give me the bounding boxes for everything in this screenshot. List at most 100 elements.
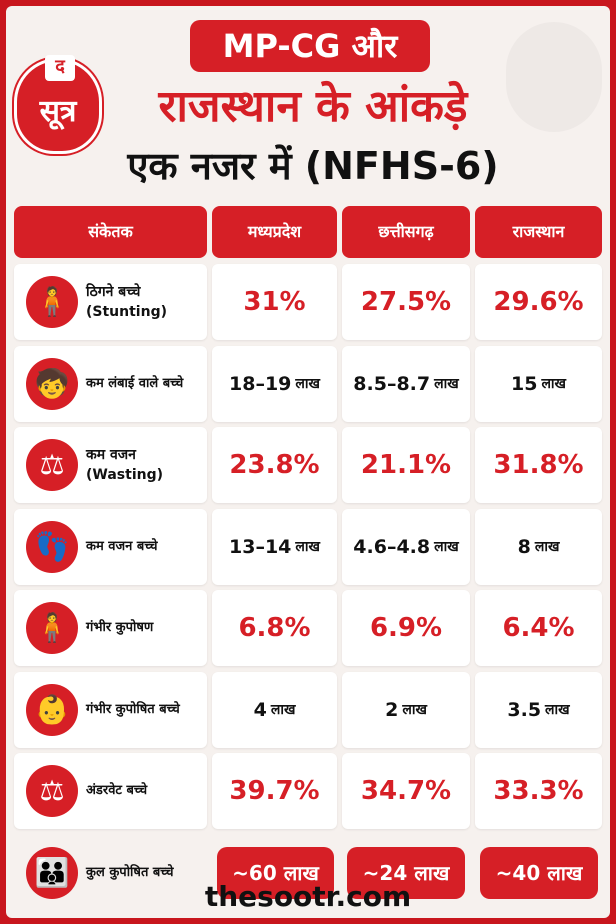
indicator-cell: 🧍 ठिगने बच्चे (Stunting) — [14, 264, 207, 340]
value-number: 31.8% — [493, 450, 584, 480]
total-cg: ~24 लाख — [347, 846, 465, 899]
indicator-label-main: गंभीर कुपोषण — [86, 620, 154, 635]
indicator-cell: ⚖ कम वजन (Wasting) — [14, 427, 207, 503]
value-number: 27.5% — [360, 287, 452, 317]
indicator-label: गंभीर कुपोषण — [86, 590, 204, 666]
value-cell-mp: 39.7% — [212, 753, 337, 829]
value-mp: 31% — [212, 264, 337, 340]
total-label: कुल कुपोषित बच्चे — [86, 864, 174, 880]
value-number: 18–19 — [229, 372, 292, 395]
value-cell-mp: 18–19 लाख — [212, 345, 337, 422]
value-cell-cg: 34.7% — [342, 753, 470, 829]
value-cell-cg: 2 लाख — [342, 671, 470, 748]
value-number: 31% — [243, 287, 306, 317]
indicator-label-main: गंभीर कुपोषित बच्चे — [86, 701, 180, 717]
brand-logo: द सूत्र — [14, 55, 102, 154]
value-number: 8.5–8.7 — [353, 372, 431, 395]
value-cell-cg: 21.1% — [342, 427, 470, 503]
value-cell-rj: 29.6% — [475, 264, 602, 340]
value-rj: 33.3% — [475, 753, 602, 829]
indicator-label-main: ठिगने बच्चे — [86, 284, 141, 300]
value-cell-mp: 13–14 लाख — [212, 508, 337, 585]
value-unit: लाख — [545, 702, 570, 718]
value-number: 34.7% — [360, 776, 452, 806]
value-cg: 6.9% — [342, 590, 470, 666]
indicator-label-main: कम वजन बच्चे — [86, 538, 158, 554]
value-cell-mp: 23.8% — [212, 427, 337, 503]
indicator-cell: 🧍 गंभीर कुपोषण — [14, 590, 207, 666]
title-line-2: राजस्थान के आंकड़े — [158, 81, 468, 132]
value-cg: 2 लाख — [342, 672, 470, 748]
value-rj: 3.5 लाख — [475, 672, 602, 748]
indicator-label: अंडरवेट बच्चे — [86, 753, 204, 829]
value-number: 6.8% — [238, 613, 311, 643]
value-rj: 6.4% — [475, 590, 602, 666]
table-row: ⚖ अंडरवेट बच्चे 39.7% 34.7% 33.3% — [14, 753, 602, 829]
value-unit: लाख — [270, 702, 296, 718]
value-cell-rj: 15 लाख — [475, 345, 602, 422]
value-cell-rj: 33.3% — [475, 753, 602, 829]
table-row: 🧒 कम लंबाई वाले बच्चे 18–19 लाख 8.5–8.7 लाख 15… — [14, 345, 602, 422]
indicator-label-main: कम वजन — [86, 447, 136, 463]
value-unit: लाख — [295, 539, 320, 555]
value-mp: 23.8% — [212, 427, 337, 503]
value-rj: 29.6% — [475, 264, 602, 340]
value-rj: 8 लाख — [475, 509, 602, 585]
value-unit: लाख — [295, 376, 320, 392]
value-cell-rj: 3.5 लाख — [475, 671, 602, 748]
total-mp: ~60 लाख — [217, 846, 334, 899]
indicator-cell: 👣 कम वजन बच्चे — [14, 508, 207, 585]
column-header-mp: मध्यप्रदेश — [212, 206, 337, 258]
value-cg: 34.7% — [342, 753, 470, 829]
child-height-icon: 🧍 — [26, 276, 78, 328]
value-number: 29.6% — [493, 287, 584, 317]
value-rj: 31.8% — [475, 427, 602, 503]
value-number: 2 — [385, 698, 399, 721]
total-indicator-cell: 👪 कुल कुपोषित बच्चे — [14, 835, 207, 911]
value-cell-cg: 8.5–8.7 लाख — [342, 345, 470, 422]
total-row: 👪 कुल कुपोषित बच्चे ~60 लाख ~24 लाख ~40 लाख — [14, 835, 602, 911]
value-cell-mp: 6.8% — [212, 590, 337, 666]
weighing-scale-icon: ⚖ — [26, 439, 78, 491]
table-row: 👶 गंभीर कुपोषित बच्चे 4 लाख 2 लाख 3.5 लाख — [14, 671, 602, 748]
indicator-label-sub: (Wasting) — [86, 467, 163, 483]
column-header-cg: छत्तीसगढ़ — [342, 206, 470, 258]
value-mp: 18–19 लाख — [212, 346, 337, 422]
value-unit: लाख — [434, 376, 459, 392]
table-row: ⚖ कम वजन (Wasting) 23.8% 21.1% 31.8% — [14, 427, 602, 503]
column-header-indicator: संकेतक — [14, 206, 207, 258]
footer-site: thesootr.com — [204, 880, 412, 913]
table-row: 🧍 गंभीर कुपोषण 6.8% 6.9% 6.4% — [14, 590, 602, 666]
value-unit: लाख — [402, 702, 427, 718]
indicator-label-sub: (Stunting) — [86, 304, 167, 320]
total-rj: ~40 लाख — [480, 846, 598, 899]
value-number: 23.8% — [229, 450, 320, 480]
indicator-label: गंभीर कुपोषित बच्चे — [86, 672, 204, 748]
value-cg: 4.6–4.8 लाख — [342, 509, 470, 585]
value-number: 8 — [517, 535, 531, 558]
indicator-cell: 👶 गंभीर कुपोषित बच्चे — [14, 671, 207, 748]
thin-child-icon: 🧍 — [26, 602, 78, 654]
value-cell-cg: 4.6–4.8 लाख — [342, 508, 470, 585]
value-unit: लाख — [541, 376, 567, 392]
value-number: 6.4% — [502, 613, 575, 643]
indicator-cell: 🧒 कम लंबाई वाले बच्चे — [14, 345, 207, 422]
footprints-scale-icon: 👣 — [26, 520, 78, 573]
indicator-label: कम वजन बच्चे — [86, 509, 204, 585]
value-number: 4 — [253, 698, 267, 721]
table-row: 👣 कम वजन बच्चे 13–14 लाख 4.6–4.8 लाख 8 लाख — [14, 508, 602, 585]
indicator-cell: ⚖ अंडरवेट बच्चे — [14, 753, 207, 829]
title-line-3: एक नजर में (NFHS-6) — [127, 144, 499, 188]
value-number: 3.5 — [507, 698, 542, 721]
value-rj: 15 लाख — [475, 346, 602, 422]
value-number: 4.6–4.8 — [353, 535, 431, 558]
title-line-1: MP-CG और — [190, 20, 430, 72]
table-row: 🧍 ठिगने बच्चे (Stunting) 31% 27.5% 29.6% — [14, 264, 602, 340]
value-cell-cg: 6.9% — [342, 590, 470, 666]
value-cg: 27.5% — [342, 264, 470, 340]
value-mp: 13–14 लाख — [212, 509, 337, 585]
baby-icon: 👶 — [26, 683, 78, 736]
indicator-label-main: कम लंबाई वाले बच्चे — [86, 375, 184, 391]
logo-mark: द — [45, 55, 75, 81]
value-mp: 4 लाख — [212, 672, 337, 748]
